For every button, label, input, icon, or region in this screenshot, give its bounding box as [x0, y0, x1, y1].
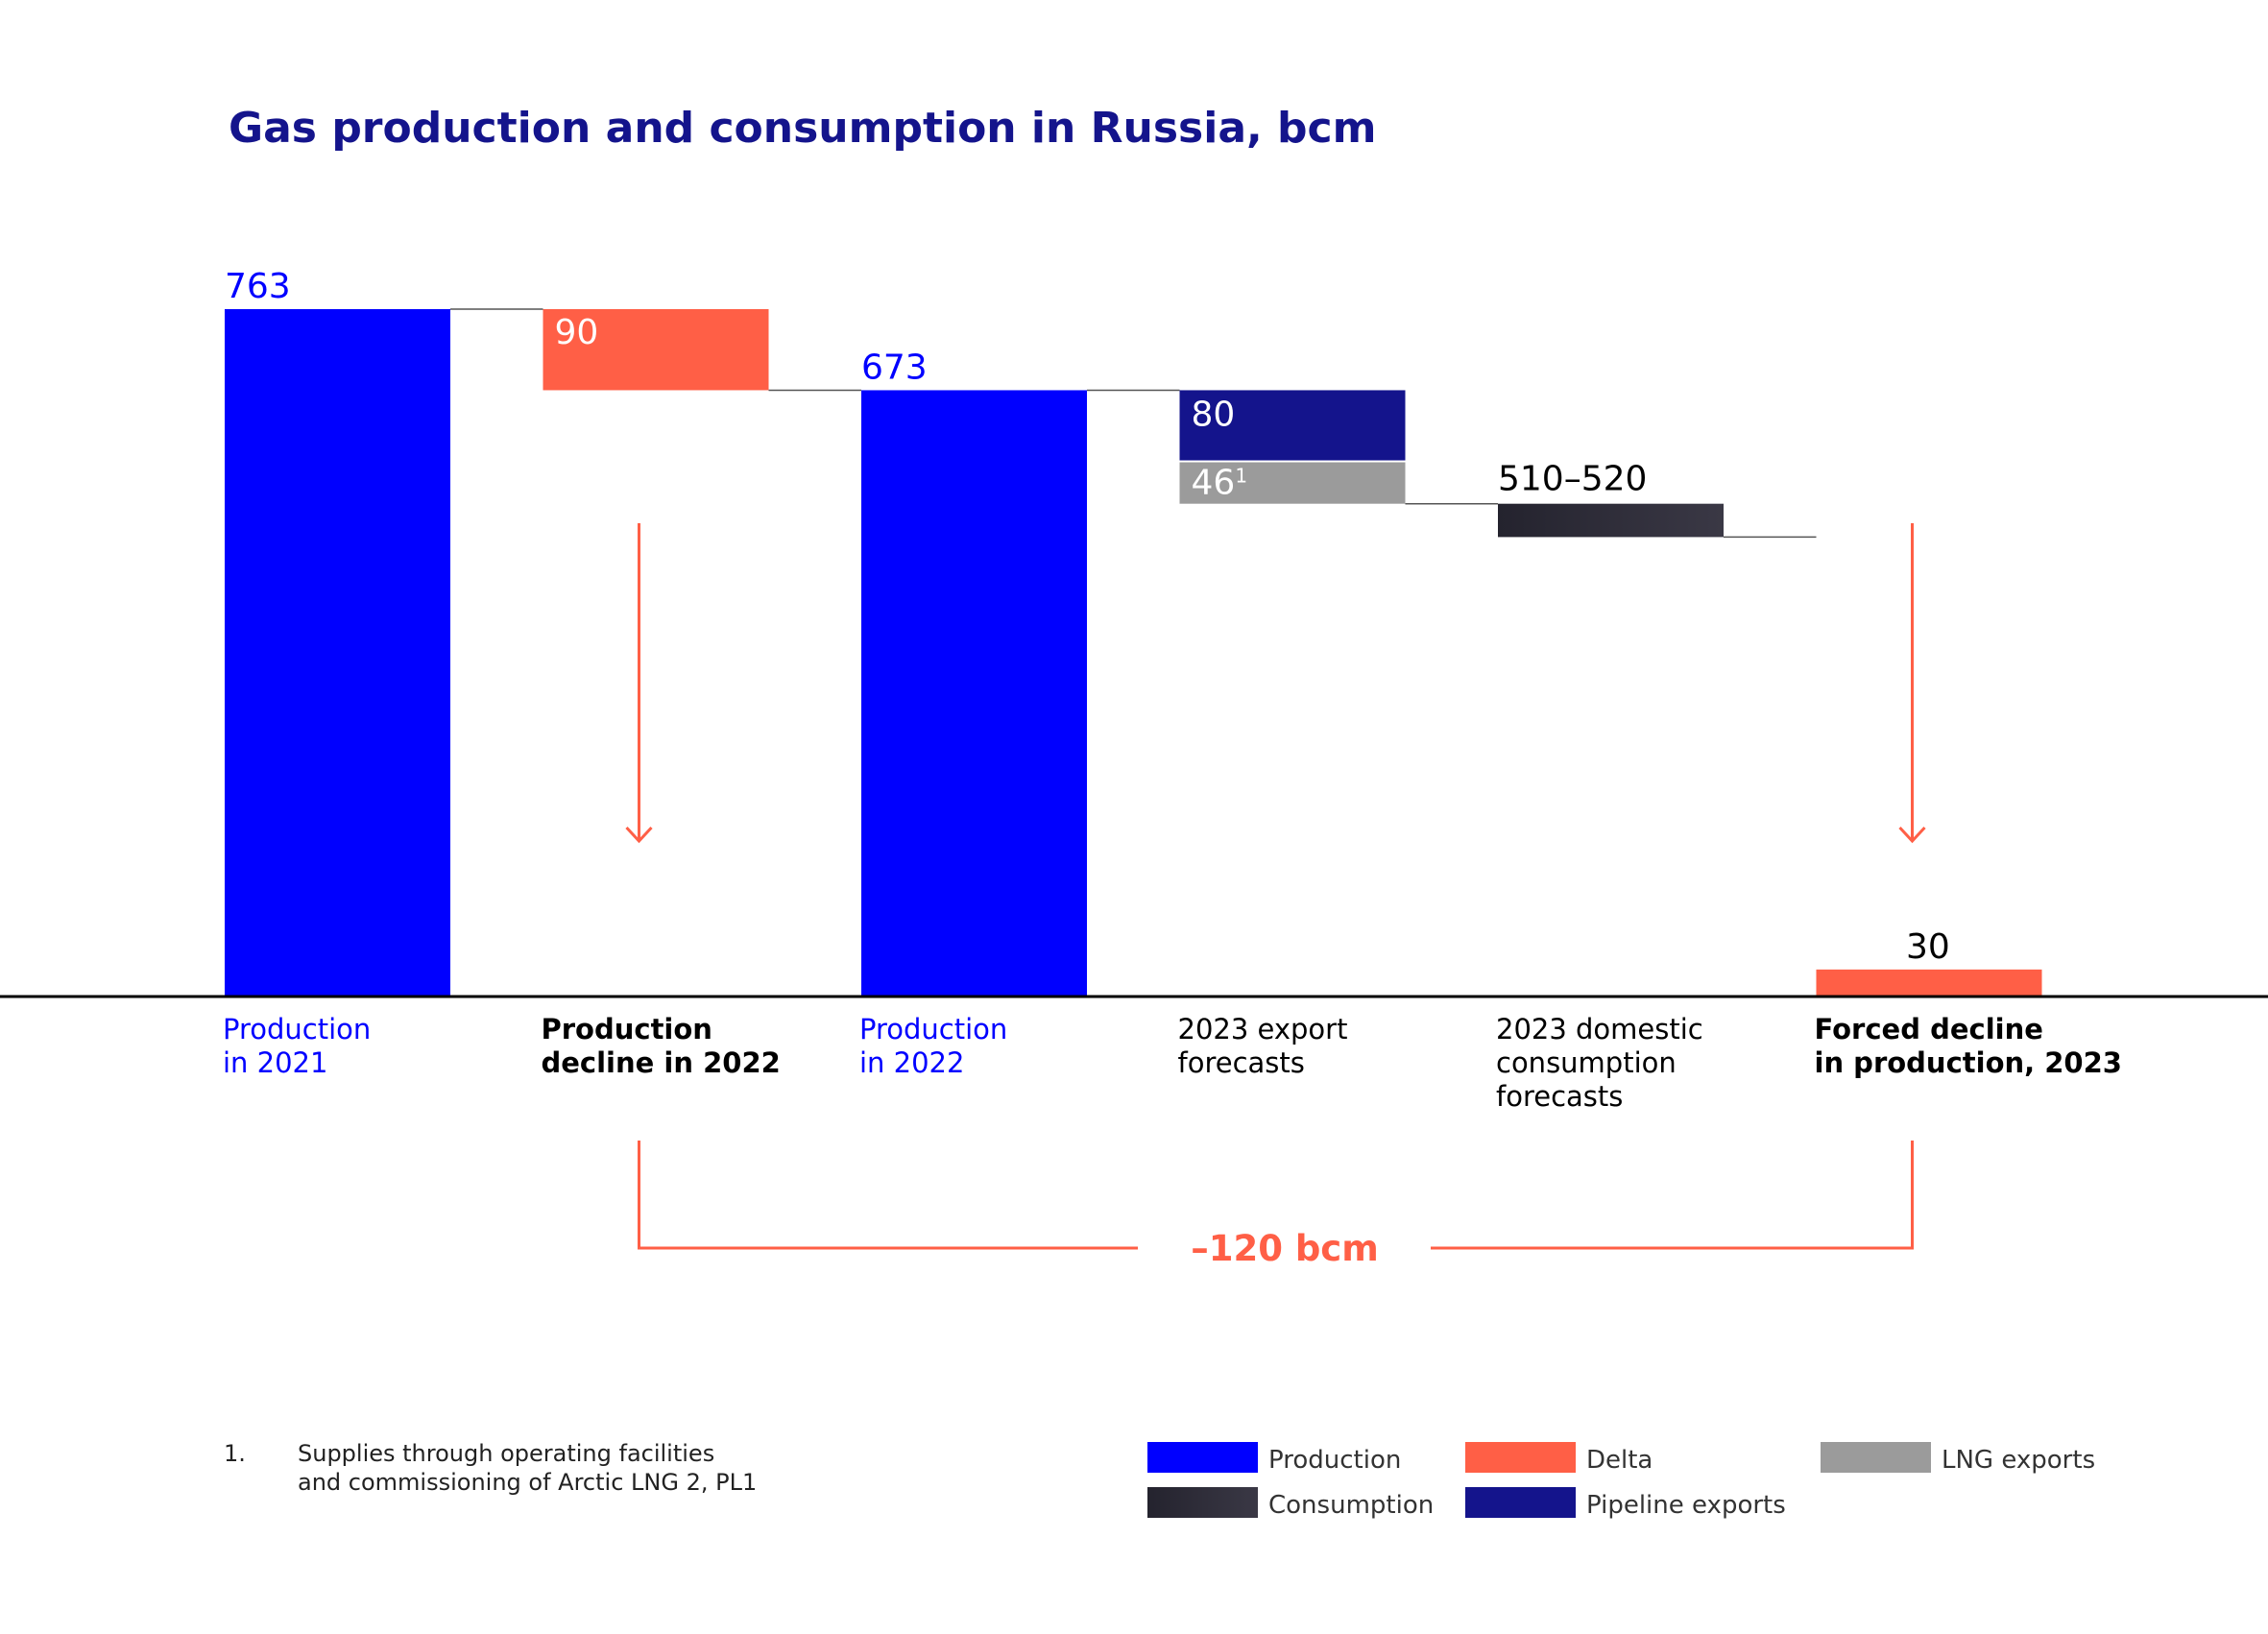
category-label: 2023 export forecasts — [1178, 1013, 1348, 1079]
footnote-line: and commissioning of Arctic LNG 2, PL1 — [298, 1469, 757, 1496]
legend-swatch-production — [1147, 1442, 1258, 1473]
bar-lng-exports — [1179, 462, 1406, 504]
category-label-line: 2023 export — [1178, 1013, 1348, 1045]
category-label: 2023 domestic consumption forecasts — [1496, 1013, 1703, 1113]
footnote-line: Supplies through operating facilities — [298, 1440, 714, 1467]
chart-title: Gas production and consumption in Russia… — [229, 104, 1376, 153]
legend-swatch-consumption — [1147, 1487, 1258, 1518]
legend: Production Consumption Delta Pipeline expor… — [1147, 1442, 2095, 1520]
legend-swatch-pipeline — [1465, 1487, 1576, 1518]
category-label-line: 2023 domestic — [1496, 1013, 1703, 1045]
legend-label-production: Production — [1268, 1446, 1401, 1475]
category-label-line: Production — [223, 1013, 371, 1045]
bar-delta — [1816, 969, 2042, 997]
total-annotation: –120 bcm — [625, 523, 1926, 1269]
down-arrow-head — [625, 826, 653, 844]
legend-label-pipeline: Pipeline exports — [1586, 1491, 1786, 1520]
legend-swatch-lng — [1821, 1442, 1931, 1473]
legend-swatch-delta — [1465, 1442, 1576, 1473]
total-label: –120 bcm — [1191, 1228, 1379, 1269]
category-label-line: forecasts — [1496, 1080, 1623, 1113]
value-label: 673 — [861, 348, 928, 387]
value-label: 90 — [555, 313, 599, 352]
value-label: 30 — [1906, 927, 1950, 967]
category-label-line: in 2021 — [223, 1046, 327, 1079]
category-label-line: Production — [859, 1013, 1007, 1045]
footnote-number: 1. — [224, 1440, 246, 1467]
value-label: 80 — [1192, 395, 1236, 434]
category-label-line: in production, 2023 — [1815, 1046, 2122, 1079]
category-label-line: consumption — [1496, 1046, 1677, 1079]
category-label-line: Production — [542, 1013, 712, 1045]
value-label: 763 — [225, 267, 291, 306]
footnote-mark: 1 — [1235, 465, 1247, 488]
category-label: Production in 2022 — [859, 1013, 1007, 1079]
category-label: Forced decline in production, 2023 — [1815, 1013, 2122, 1079]
bracket-left — [638, 1141, 1138, 1250]
category-label: Production in 2021 — [223, 1013, 371, 1079]
bar-pipeline-exports — [1179, 390, 1406, 461]
down-arrow-head — [1898, 826, 1926, 844]
value-label: 510–520 — [1498, 460, 1647, 499]
legend-label-lng: LNG exports — [1942, 1446, 2095, 1475]
category-label-line: in 2022 — [859, 1046, 964, 1079]
footnote: 1. Supplies through operating facilities a… — [224, 1440, 757, 1496]
category-label: Production decline in 2022 — [542, 1013, 781, 1079]
legend-label-consumption: Consumption — [1268, 1491, 1434, 1520]
footnote-text: Supplies through operating facilities and… — [298, 1440, 757, 1496]
bar-production — [861, 390, 1087, 997]
legend-label-delta: Delta — [1586, 1446, 1653, 1475]
bracket-right — [1431, 1141, 1914, 1250]
bar-production — [225, 309, 450, 997]
category-label-line: decline in 2022 — [542, 1046, 781, 1079]
category-label-line: Forced decline — [1815, 1013, 2043, 1045]
bar-delta — [543, 309, 769, 391]
bar-consumption — [1498, 503, 1724, 538]
category-label-line: forecasts — [1178, 1046, 1305, 1079]
